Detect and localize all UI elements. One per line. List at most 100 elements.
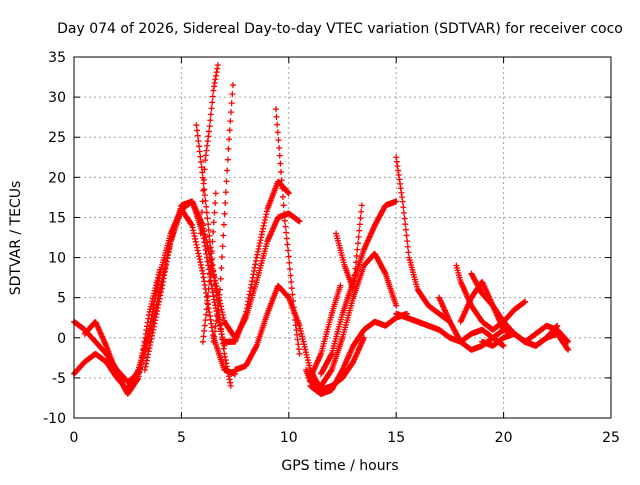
- data-point: [202, 317, 209, 324]
- data-point: [220, 232, 227, 239]
- data-point: [229, 91, 236, 98]
- data-point: [212, 190, 219, 197]
- data-point: [206, 123, 213, 130]
- data-point: [207, 264, 214, 271]
- data-point: [207, 111, 214, 118]
- data-point: [212, 200, 219, 207]
- data-point: [211, 209, 218, 216]
- data-point: [351, 278, 358, 285]
- data-point: [216, 291, 223, 298]
- data-point: [211, 328, 218, 335]
- data-point: [195, 137, 202, 144]
- x-tick-label: 0: [70, 430, 79, 446]
- y-tick-label: 35: [48, 50, 66, 66]
- data-point: [402, 221, 409, 228]
- data-point: [207, 244, 214, 251]
- series-track-7: [199, 190, 219, 345]
- data-point: [224, 156, 231, 163]
- data-point: [201, 327, 208, 334]
- series-track-10: [272, 106, 303, 357]
- data-point: [400, 204, 407, 211]
- data-point: [500, 326, 507, 333]
- series-track-22: [468, 270, 572, 345]
- data-point: [156, 266, 163, 273]
- data-point: [197, 158, 204, 165]
- data-point: [215, 302, 222, 309]
- data-point: [272, 106, 279, 113]
- data-point: [208, 248, 215, 255]
- data-point: [224, 167, 231, 174]
- data-point: [203, 306, 210, 313]
- x-axis-label: GPS time / hours: [281, 458, 398, 474]
- data-point: [399, 198, 406, 205]
- data-point: [289, 291, 296, 298]
- data-point: [404, 238, 411, 245]
- data-point: [288, 278, 295, 285]
- data-point: [278, 177, 285, 184]
- data-point: [199, 209, 206, 216]
- data-point: [286, 259, 293, 266]
- plot-frame: [73, 56, 612, 419]
- data-point: [354, 240, 361, 247]
- data-point: [393, 198, 400, 205]
- data-point: [199, 169, 206, 176]
- data-point: [565, 338, 572, 345]
- data-point: [213, 312, 220, 319]
- data-point: [288, 285, 295, 292]
- data-point: [214, 307, 221, 314]
- data-point: [193, 122, 200, 129]
- series-track-6: [197, 62, 221, 237]
- data-point: [352, 265, 359, 272]
- data-point: [194, 127, 201, 134]
- data-point: [279, 193, 286, 200]
- data-point: [360, 334, 367, 341]
- data-point: [201, 186, 208, 193]
- y-tick-label: 5: [57, 291, 66, 307]
- data-point: [400, 209, 407, 216]
- data-point: [217, 286, 224, 293]
- data-point: [200, 333, 207, 340]
- data-point: [196, 148, 203, 155]
- series-track-15: [307, 282, 344, 381]
- data-point: [200, 187, 207, 194]
- data-point: [197, 153, 204, 160]
- data-point: [403, 232, 410, 239]
- data-point: [402, 226, 409, 233]
- series-track-20: [453, 262, 529, 333]
- chart-title: Day 074 of 2026, Sidereal Day-to-day VTE…: [57, 21, 623, 37]
- data-point: [281, 210, 288, 217]
- y-tick-label: -5: [52, 371, 66, 387]
- y-tick-label: 0: [57, 331, 66, 347]
- data-point: [278, 168, 285, 175]
- series-track-13: [307, 310, 410, 397]
- data-point: [228, 100, 235, 107]
- data-point: [274, 129, 281, 136]
- series-track-8: [210, 82, 236, 345]
- data-point: [201, 192, 208, 199]
- data-point: [227, 382, 234, 389]
- data-point: [205, 293, 212, 300]
- data-point: [554, 322, 561, 329]
- data-point: [296, 350, 303, 357]
- data-point: [223, 178, 230, 185]
- data-point: [277, 160, 284, 167]
- y-tick-label: 15: [48, 210, 66, 226]
- data-point: [285, 247, 292, 254]
- axis-ticks: 0 5 10 15 20 25 -10 -5 0 5 10 15 20 25 30 35: [43, 50, 620, 446]
- data-point: [210, 228, 217, 235]
- data-point: [351, 271, 358, 278]
- x-tick-label: 15: [387, 430, 405, 446]
- data-point: [215, 297, 222, 304]
- data-point: [285, 253, 292, 260]
- data-point: [353, 252, 360, 259]
- data-point: [203, 203, 210, 210]
- data-point: [281, 217, 288, 224]
- y-tick-label: -10: [43, 411, 66, 427]
- data-point: [212, 323, 219, 330]
- data-point: [213, 317, 220, 324]
- data-point: [522, 298, 529, 305]
- data-marks: [71, 62, 572, 397]
- data-point: [275, 137, 282, 144]
- data-point: [201, 166, 208, 173]
